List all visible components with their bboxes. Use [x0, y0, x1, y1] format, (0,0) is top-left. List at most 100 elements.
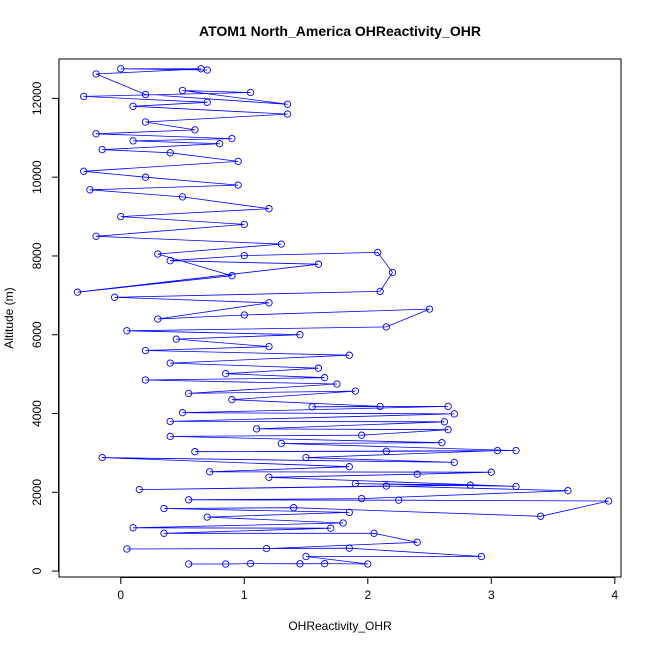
data-point — [262, 544, 271, 553]
data-point — [283, 100, 292, 108]
data-point — [185, 560, 193, 568]
data-point — [178, 193, 187, 201]
data-point — [357, 494, 366, 503]
data-point — [98, 453, 106, 462]
data-point — [351, 479, 360, 488]
data-point — [80, 167, 88, 175]
data-point — [215, 140, 224, 148]
data-point — [512, 482, 520, 491]
data-point — [333, 380, 341, 388]
data-point — [141, 118, 150, 126]
data-point — [487, 468, 495, 476]
data-point — [265, 299, 273, 307]
data-point — [92, 130, 100, 138]
y-axis-label: Altitude (m) — [2, 287, 16, 348]
data-point — [166, 359, 174, 367]
data-point — [240, 220, 248, 229]
data-point — [345, 544, 353, 552]
data-point — [98, 145, 106, 154]
data-point — [320, 559, 329, 568]
data-point — [364, 560, 372, 568]
data-point — [228, 134, 236, 143]
data-point — [129, 102, 137, 110]
x-tick-label: 4 — [611, 588, 618, 602]
data-point — [345, 508, 353, 517]
x-tick-label: 0 — [117, 588, 124, 602]
data-point — [357, 431, 366, 439]
data-point — [345, 463, 353, 471]
data-point — [240, 251, 248, 260]
data-point — [129, 524, 137, 532]
data-point — [444, 402, 452, 411]
data-point — [154, 315, 162, 323]
data-point — [191, 126, 199, 134]
data-point — [110, 293, 119, 301]
data-point — [388, 268, 397, 277]
data-point — [382, 447, 390, 455]
data-point — [382, 323, 390, 331]
data-point — [283, 110, 292, 118]
data-point — [117, 65, 125, 73]
data-point — [86, 186, 94, 194]
data-point — [440, 418, 449, 426]
data-point — [314, 260, 323, 268]
data-point — [185, 389, 193, 398]
data-point — [141, 346, 150, 355]
x-axis-label: OHReactivity_OHR — [288, 619, 392, 633]
plot-frame — [58, 58, 622, 578]
data-point — [92, 70, 100, 78]
data-point — [160, 504, 168, 513]
plot-area — [73, 65, 613, 568]
data-point — [240, 311, 248, 319]
data-point — [374, 248, 382, 257]
y-tick-label: 12000 — [30, 81, 44, 115]
data-point — [382, 482, 390, 490]
data-point — [203, 66, 211, 74]
data-point — [123, 545, 131, 553]
data-point — [206, 468, 214, 476]
data-point — [493, 446, 502, 455]
data-point — [296, 560, 304, 568]
data-point — [166, 417, 174, 426]
data-point — [376, 287, 384, 296]
data-point — [308, 403, 316, 411]
data-point — [246, 559, 255, 568]
data-point — [203, 513, 211, 521]
chart-title: ATOM1 North_America OHReactivity_OHR — [199, 23, 481, 39]
data-point — [444, 426, 452, 434]
data-point — [413, 470, 421, 478]
data-point — [129, 137, 137, 145]
data-point — [314, 364, 323, 372]
y-axis: 0 2000 4000 6000 8000 10000 12000 — [30, 81, 59, 574]
data-point — [265, 342, 273, 351]
data-point — [117, 212, 125, 221]
data-point — [477, 552, 486, 561]
data-point — [537, 512, 545, 520]
data-point — [203, 98, 211, 106]
data-point — [376, 402, 384, 411]
data-point — [450, 410, 458, 418]
y-tick-label: 0 — [30, 567, 44, 574]
y-tick-label: 10000 — [30, 160, 44, 194]
data-point — [141, 173, 150, 181]
data-point — [290, 504, 298, 512]
data-point — [265, 473, 273, 481]
data-point — [320, 374, 329, 382]
y-tick-label: 8000 — [30, 242, 44, 269]
data-point — [302, 552, 310, 561]
data-point — [512, 446, 520, 455]
data-point — [172, 335, 180, 343]
data-point — [413, 538, 421, 546]
data-point — [604, 497, 613, 505]
y-tick-label: 6000 — [30, 321, 44, 348]
data-point — [73, 288, 82, 296]
data-point — [178, 86, 187, 95]
y-tick-label: 4000 — [30, 400, 44, 427]
data-point — [265, 205, 273, 213]
data-point — [191, 448, 199, 456]
data-point — [466, 481, 474, 489]
data-point — [234, 181, 242, 189]
data-point — [185, 496, 193, 504]
data-point — [302, 453, 310, 462]
